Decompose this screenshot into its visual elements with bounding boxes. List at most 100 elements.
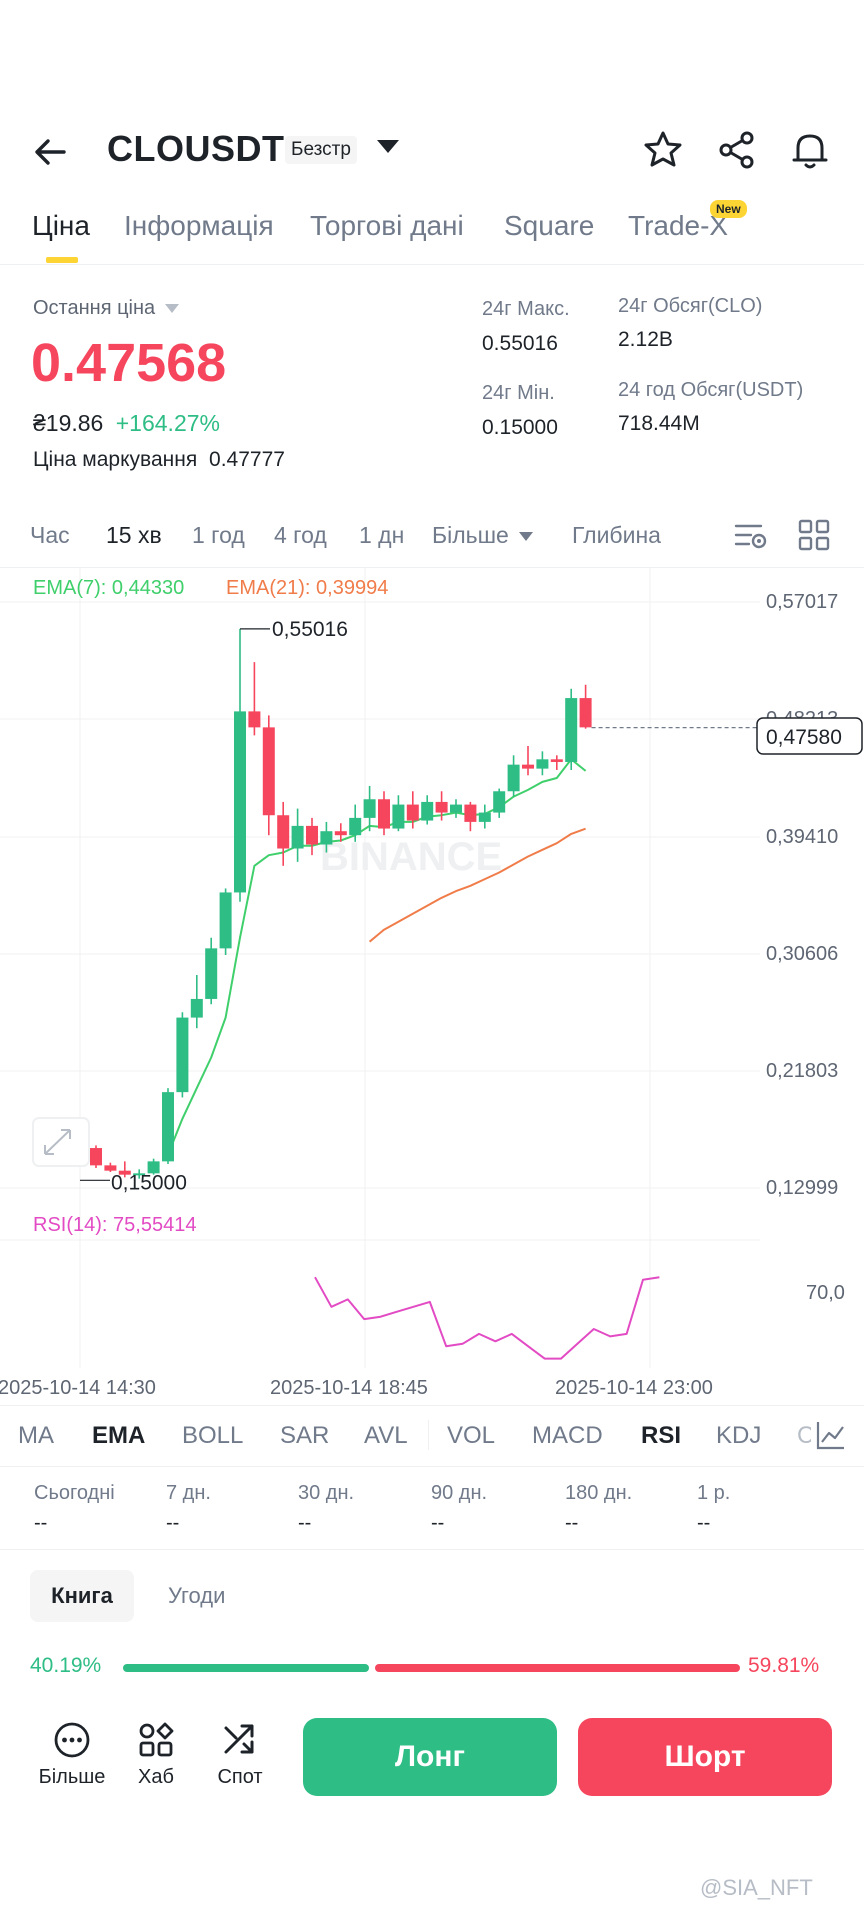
timeframe-bar: Час 15 хв 1 год 4 год 1 дн Більше Глибин…	[0, 518, 864, 568]
candle-down	[522, 764, 534, 769]
indicator-sar[interactable]: SAR	[280, 1422, 330, 1449]
tf-more[interactable]: Більше	[432, 522, 534, 549]
candle-down	[579, 698, 592, 728]
indicator-boll[interactable]: BOLL	[182, 1422, 244, 1449]
tf-4h[interactable]: 4 год	[274, 522, 327, 548]
tf-time[interactable]: Час	[30, 522, 70, 548]
uah-price: ₴19.86	[33, 410, 104, 436]
indicator-rsi[interactable]: RSI	[641, 1422, 682, 1449]
perf-value: --	[697, 1512, 711, 1534]
y-tick-label: 0,57017	[766, 591, 838, 613]
uah-price-row: ₴19.86 +164.27%	[33, 410, 220, 437]
last-price-label[interactable]: Остання ціна	[33, 297, 179, 320]
back-arrow-icon[interactable]	[30, 132, 70, 172]
indicator-vol[interactable]: VOL	[447, 1422, 496, 1449]
indicator-macd[interactable]: MACD	[532, 1422, 603, 1449]
price-chart[interactable]: BINANCE EMA(7): 0,44330 EMA(21): 0,39994…	[0, 568, 864, 1404]
more-label: Більше	[38, 1766, 106, 1788]
tf-1h[interactable]: 1 год	[192, 522, 245, 548]
short-button[interactable]: Шорт	[578, 1718, 832, 1796]
rsi-level-label: 70,0	[806, 1282, 845, 1304]
candle-up	[176, 1017, 189, 1093]
low-24h-value: 0.15000	[482, 416, 558, 439]
bell-icon[interactable]	[788, 128, 832, 172]
rsi-line	[314, 1276, 660, 1360]
active-tab-indicator	[46, 257, 78, 263]
swap-arrows-icon	[224, 1724, 254, 1754]
candle-down	[262, 727, 275, 816]
more-dots-icon	[54, 1722, 90, 1758]
hub-label: Хаб	[138, 1766, 174, 1788]
performance-row: Сьогодні -- 7 дн. -- 30 дн. -- 90 дн. --…	[0, 1480, 864, 1550]
ema7-line	[167, 758, 587, 1156]
tab-square[interactable]: Square	[504, 210, 595, 241]
candle-up	[565, 698, 578, 762]
candle-down	[464, 804, 477, 822]
tab-info[interactable]: Інформація	[124, 210, 274, 241]
candle-down	[248, 711, 261, 728]
y-tick-label: 0,21803	[766, 1060, 838, 1082]
perf-value: --	[34, 1512, 48, 1534]
tab-trading-data[interactable]: Торгові дані	[310, 210, 464, 241]
header: CLOUSDT Безстр	[0, 110, 864, 190]
indicator-ma[interactable]: MA	[18, 1422, 54, 1449]
candle-up	[421, 801, 434, 821]
indicator-more-cut[interactable]: C	[797, 1422, 811, 1449]
pair-symbol[interactable]: CLOUSDT	[107, 128, 285, 169]
caret-down-icon	[519, 532, 534, 542]
low-annotation: 0,15000	[111, 1171, 187, 1194]
spot-button[interactable]: Спот	[200, 1718, 280, 1788]
candle-down	[435, 801, 448, 813]
indicator-bar: MA EMA BOLL SAR AVL VOL MACD RSI KDJ C	[0, 1405, 864, 1467]
candle-down	[306, 825, 318, 845]
x-tick-label: 2025-10-14 18:45	[270, 1377, 428, 1399]
main-tabs: Ціна Інформація Торгові дані Square Trad…	[0, 205, 864, 265]
indicator-kdj[interactable]: KDJ	[716, 1422, 762, 1449]
candle-up	[363, 799, 376, 818]
candle-up	[320, 831, 333, 845]
high-24h-value: 0.55016	[482, 332, 558, 355]
new-badge: New	[710, 200, 747, 218]
expand-chart-button[interactable]	[32, 1117, 90, 1167]
candle-down	[406, 804, 419, 821]
hub-button[interactable]: Хаб	[116, 1718, 196, 1788]
more-button[interactable]: Більше	[32, 1718, 112, 1788]
candle-up	[536, 759, 549, 769]
tf-depth[interactable]: Глибина	[572, 522, 661, 548]
divider	[428, 1420, 429, 1450]
tab-order-book[interactable]: Книга	[30, 1570, 134, 1622]
perf-label: 90 дн.	[431, 1482, 488, 1504]
rsi-path	[314, 1276, 660, 1360]
candle-up	[493, 791, 506, 813]
candle-up	[162, 1092, 174, 1162]
candle-up	[507, 764, 520, 792]
tf-1d[interactable]: 1 дн	[359, 522, 405, 548]
star-icon[interactable]	[641, 128, 685, 172]
perf-label: 30 дн.	[298, 1482, 355, 1504]
current-price-tag-text: 0,47580	[766, 726, 842, 749]
tab-price[interactable]: Ціна	[32, 210, 90, 241]
y-axis: 0,57017 0,48213 0,39410 0,30606 0,21803 …	[766, 591, 838, 1199]
expand-icon	[44, 1129, 71, 1155]
pair-dropdown-icon[interactable]	[377, 140, 399, 153]
indicator-ema[interactable]: EMA	[92, 1422, 146, 1449]
caret-down-icon	[164, 304, 179, 314]
spot-label: Спот	[217, 1766, 263, 1788]
grid-layout-icon[interactable]	[797, 518, 831, 552]
candle-down	[378, 799, 390, 829]
chart-grid	[0, 568, 760, 1368]
tab-trades[interactable]: Угоди	[168, 1583, 226, 1608]
long-button[interactable]: Лонг	[303, 1718, 557, 1796]
candle-down	[90, 1148, 102, 1166]
x-tick-label: 2025-10-14 23:00	[555, 1377, 713, 1399]
bottom-action-bar: Більше Хаб Спот Лонг Шорт	[0, 1718, 864, 1798]
tf-15m[interactable]: 15 хв	[106, 522, 162, 548]
candles	[90, 628, 592, 1179]
buy-sell-ratio: 40.19% 59.81%	[0, 1650, 864, 1686]
share-icon[interactable]	[715, 128, 759, 172]
chart-settings-icon[interactable]	[733, 518, 769, 554]
indicator-settings-icon[interactable]	[814, 1418, 848, 1452]
perf-label: 1 р.	[697, 1482, 731, 1504]
user-watermark: @SIA_NFT	[700, 1875, 813, 1900]
indicator-avl[interactable]: AVL	[364, 1422, 408, 1449]
